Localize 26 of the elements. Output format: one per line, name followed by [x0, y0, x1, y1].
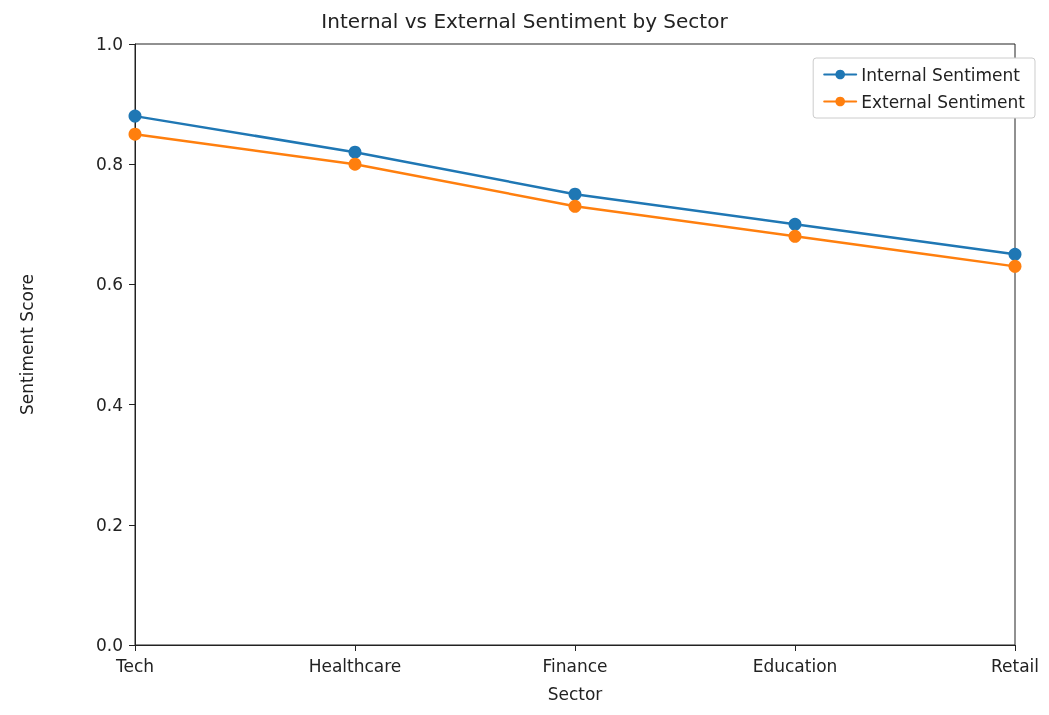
x-axis-title: Sector [547, 683, 603, 704]
y-tick-label: 0.2 [95, 514, 123, 535]
point [788, 217, 802, 231]
x-tick-label: Tech [114, 655, 155, 676]
y-tick-label: 0.4 [95, 394, 123, 415]
y-tick-label: 0.0 [95, 635, 123, 655]
point [568, 199, 582, 213]
x-tick-label: Education [752, 655, 838, 676]
point [568, 187, 582, 201]
y-tick-label: 0.6 [95, 274, 123, 295]
chart-title: Internal vs External Sentiment by Sector [321, 9, 729, 33]
point [1008, 247, 1022, 261]
point [128, 127, 142, 141]
y-tick-label: 0.8 [95, 154, 123, 175]
point [128, 109, 142, 123]
point [348, 157, 362, 171]
legend-label: Internal Sentiment [861, 64, 1021, 85]
x-tick-label: Retail [990, 655, 1040, 676]
x-tick-label: Healthcare [308, 655, 402, 676]
point [348, 145, 362, 159]
legend-label: External Sentiment [861, 91, 1026, 112]
point [1008, 259, 1022, 273]
y-tick-label: 1.0 [95, 34, 123, 54]
y-axis-title: Sentiment Score [16, 274, 37, 415]
x-tick-label: Finance [542, 655, 608, 676]
point [788, 229, 802, 243]
